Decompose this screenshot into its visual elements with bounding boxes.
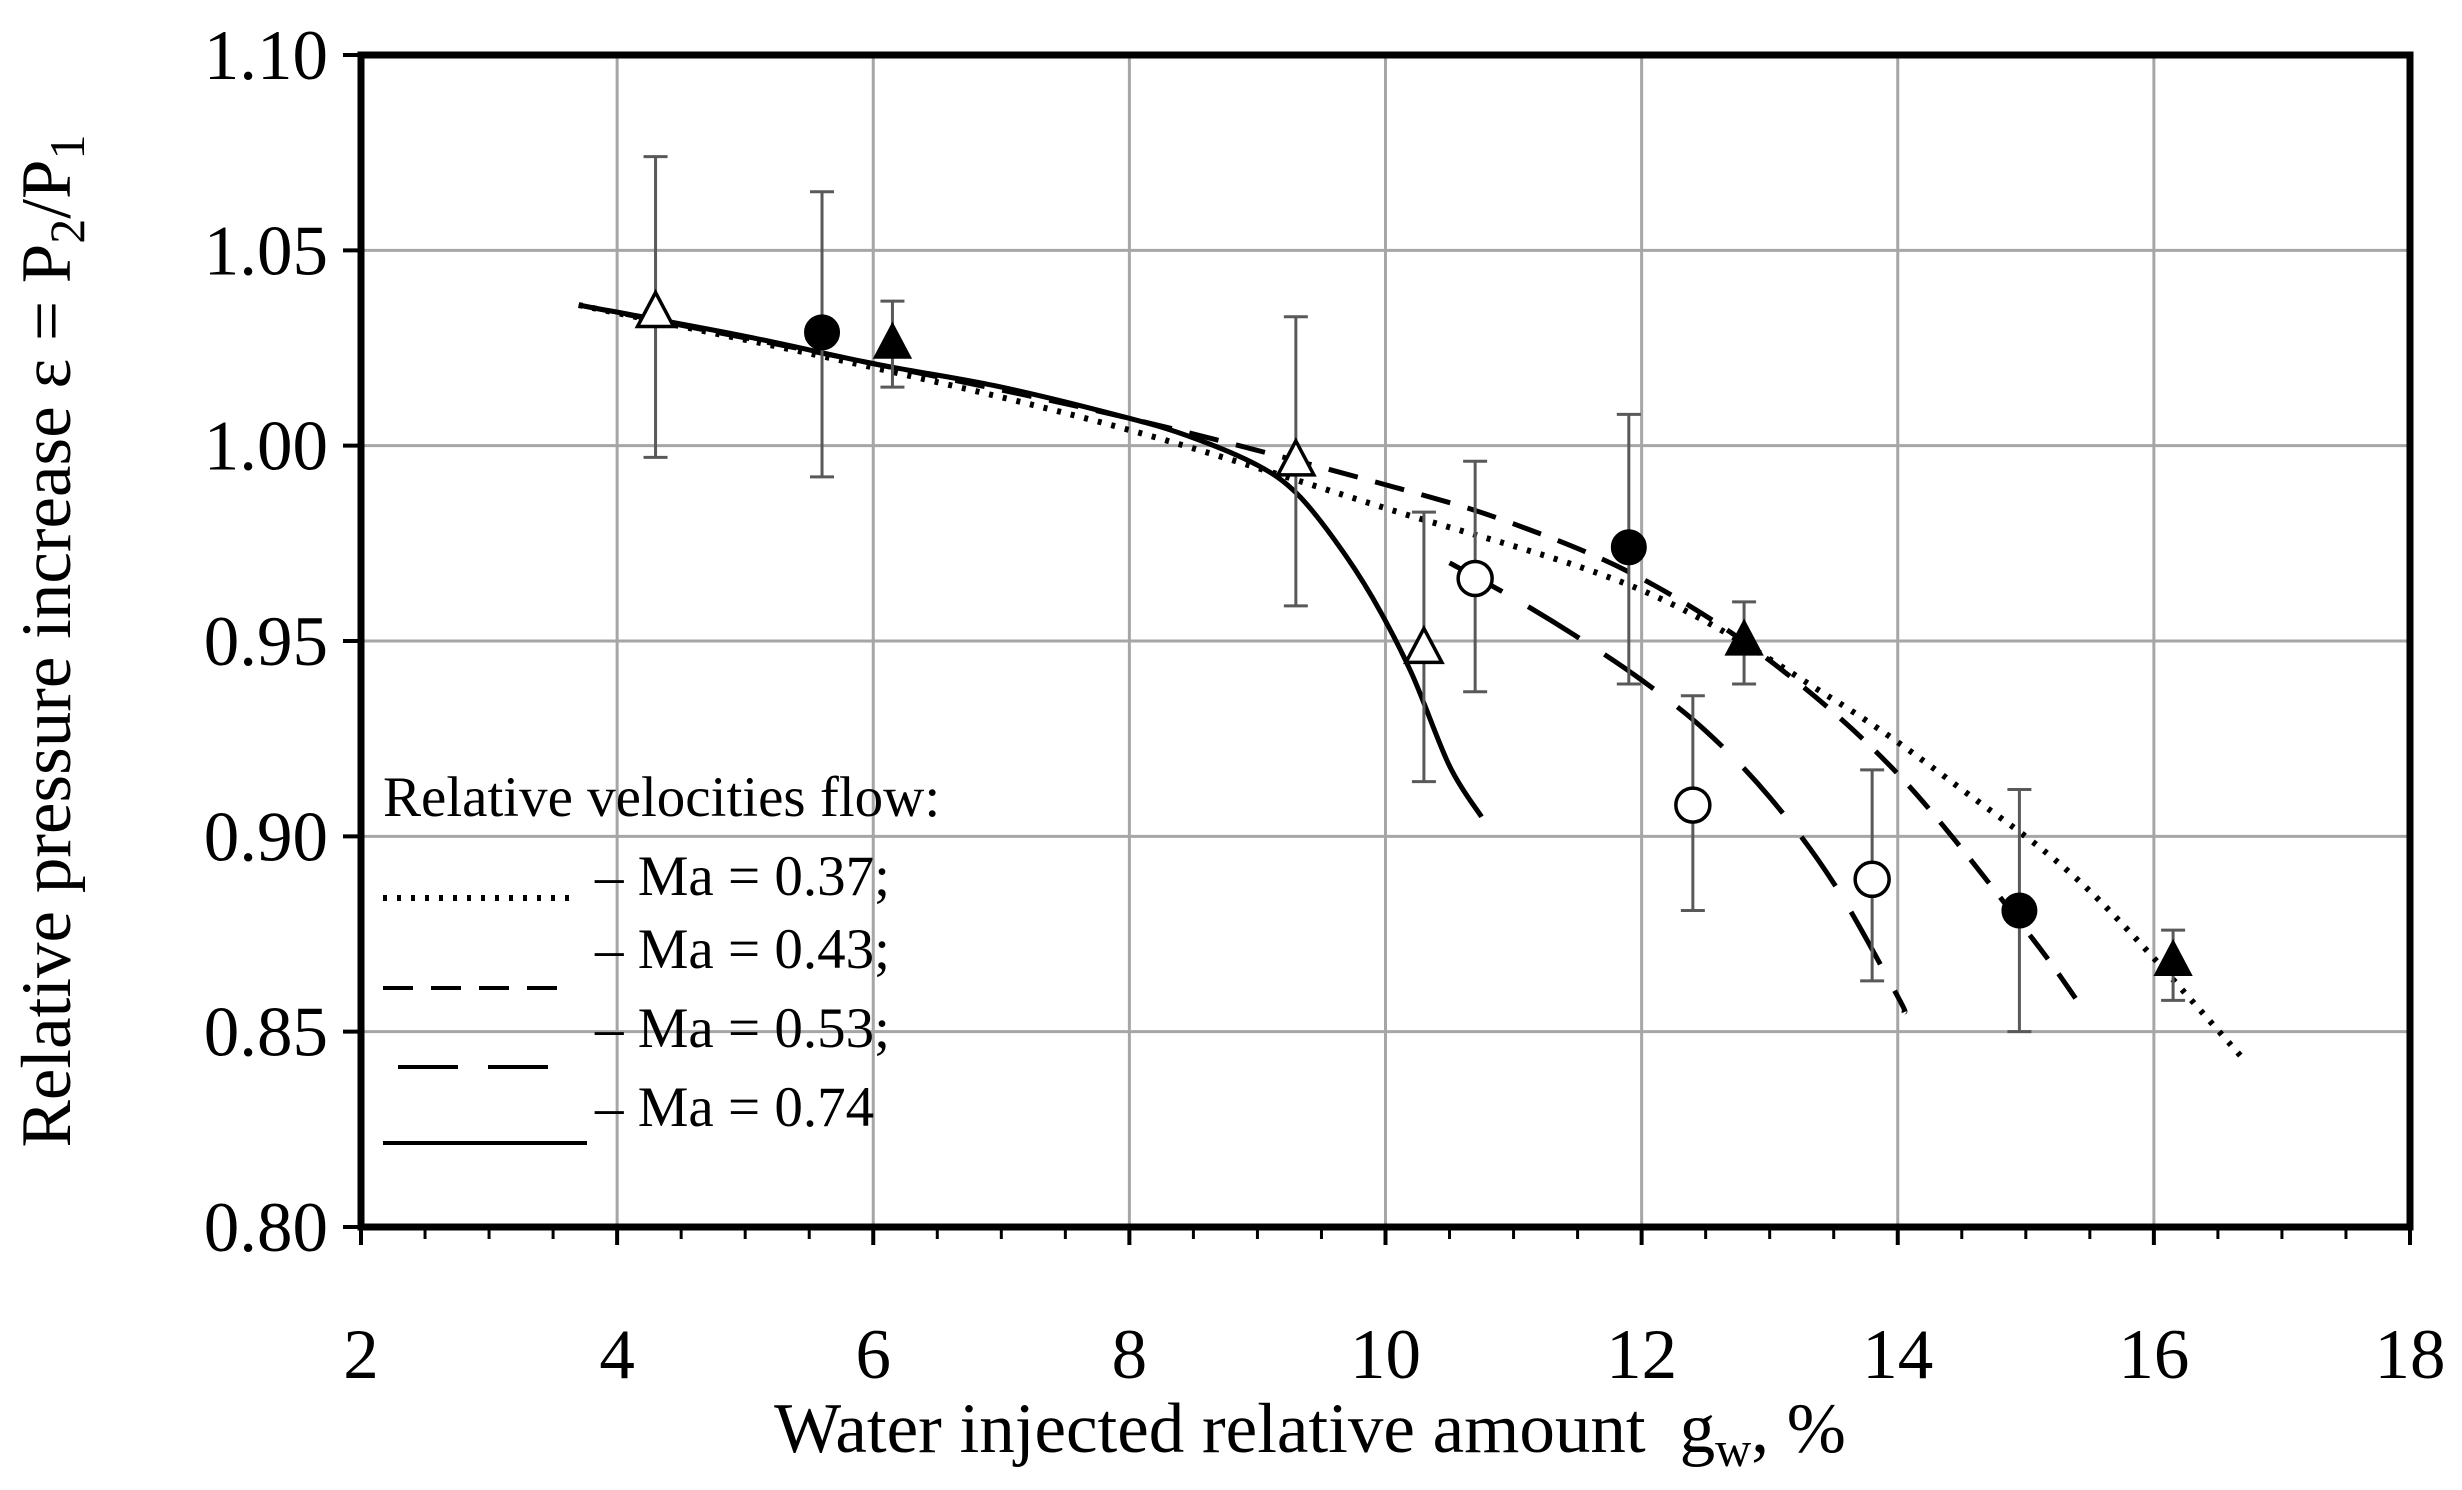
marker-circle-open <box>1456 559 1494 598</box>
marker-triangle-open <box>1403 624 1445 665</box>
y-tick-label: 0.95 <box>204 603 328 681</box>
minor-tick-layer <box>343 53 2412 1245</box>
y-axis-label: Relative pressure increase ε = P2/P1 <box>8 134 95 1147</box>
marker-triangle-filled <box>1724 618 1764 656</box>
fit-curve-longdash <box>1448 560 1908 1015</box>
legend-label-ma-074: – Ma = 0.74 <box>594 1076 874 1139</box>
grid-layer <box>361 55 2410 1227</box>
y-tick-label: 0.90 <box>204 798 328 876</box>
legend-label-ma-053: – Ma = 0.53; <box>594 997 890 1060</box>
legend-title: Relative velocities flow: <box>383 766 940 829</box>
y-tick-label: 1.00 <box>204 408 328 486</box>
marker-circle-filled <box>2001 892 2038 929</box>
marker-triangle-open <box>634 288 677 329</box>
x-tick-label: 2 <box>343 1316 379 1394</box>
marker-circle-open <box>1674 786 1712 824</box>
marker-triangle-filled <box>2153 938 2193 976</box>
x-tick-label: 16 <box>2118 1316 2189 1394</box>
legend-label-ma-037: – Ma = 0.37; <box>594 845 890 908</box>
legend: Relative velocities flow: – Ma = 0.37; –… <box>383 766 940 1145</box>
x-tick-label: 14 <box>1862 1316 1933 1394</box>
marker-circle-filled <box>804 314 841 351</box>
x-axis-label: Water injected relative amount gw, % <box>774 1390 1846 1477</box>
curve-layer <box>578 302 2246 1062</box>
y-tick-label: 0.80 <box>204 1189 328 1267</box>
marker-layer <box>634 288 2193 976</box>
marker-triangle-filled <box>872 321 913 359</box>
x-tick-label: 10 <box>1350 1316 1421 1394</box>
legend-label-ma-043: – Ma = 0.43; <box>594 918 890 981</box>
x-tick-label: 6 <box>856 1316 892 1394</box>
x-tick-label: 12 <box>1606 1316 1677 1394</box>
y-tick-label: 1.10 <box>204 17 328 95</box>
plot-frame <box>357 51 2414 1231</box>
fit-curve-solid <box>578 302 1484 819</box>
marker-circle-open <box>1853 860 1891 899</box>
y-tick-label: 1.05 <box>204 212 328 290</box>
marker-triangle-open <box>1274 437 1317 477</box>
x-tick-label: 8 <box>1112 1316 1148 1394</box>
marker-circle-filled <box>1610 529 1647 566</box>
x-tick-label: 4 <box>599 1316 635 1394</box>
tick-label-layer: 2 4 6 8 10 12 14 16 18 0.80 0.85 0.90 0.95 1.00 1.05 1.… <box>204 17 2446 1394</box>
y-tick-label: 0.85 <box>204 994 328 1072</box>
x-tick-label: 18 <box>2375 1316 2446 1394</box>
